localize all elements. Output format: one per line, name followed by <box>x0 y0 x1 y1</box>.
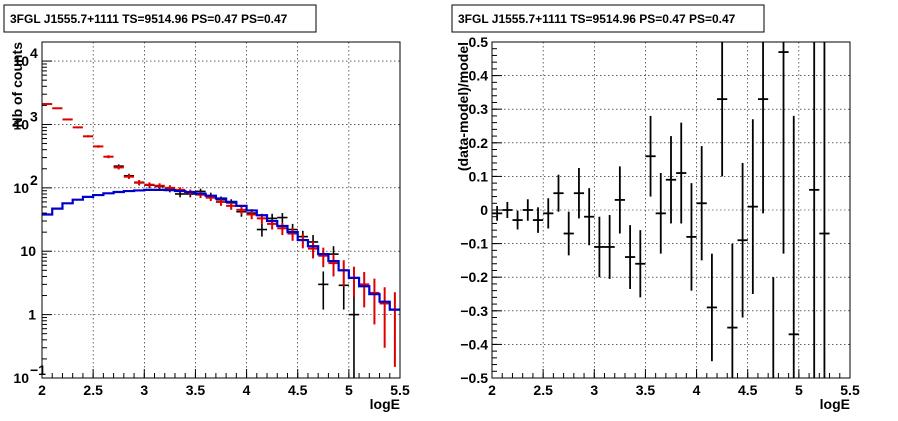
left-x-tick-label: 5.5 <box>390 382 410 398</box>
left-y-tick-label: 10 <box>13 116 29 132</box>
right-title-box: 3FGL J1555.7+1111 TS=9514.96 PS=0.47 PS=… <box>451 4 765 33</box>
left-y-tick-exponent: −1 <box>30 362 46 378</box>
right-x-tick-label: 3 <box>590 382 598 398</box>
left-x-tick-label: 5 <box>345 382 353 398</box>
right-x-tick-label: 4 <box>693 382 701 398</box>
right-x-tick-label: 2.5 <box>533 382 553 398</box>
left-plot-frame <box>41 41 401 379</box>
left-y-axis-title: Nb of counts <box>9 42 25 128</box>
left-plot-area <box>42 103 400 378</box>
left-y-tick-exponent: 4 <box>30 45 38 61</box>
left-x-tick-label: 4.5 <box>288 382 308 398</box>
left-ticks <box>41 41 401 379</box>
right-x-tick-label: 5 <box>795 382 803 398</box>
right-y-axis-title: (data-model)/model <box>455 42 471 171</box>
left-y-tick-label: 10 <box>20 243 36 259</box>
right-x-axis-title: logE <box>820 396 850 412</box>
right-y-tick-label: 0.2 <box>469 135 489 151</box>
left-x-tick-label: 2.5 <box>83 382 103 398</box>
right-y-tick-label: −0.5 <box>460 370 488 386</box>
right-y-tick-label: 0.1 <box>469 168 489 184</box>
left-grid <box>42 42 400 378</box>
right-y-tick-label: 0.5 <box>469 34 489 50</box>
right-title: 3FGL J1555.7+1111 TS=9514.96 PS=0.47 PS=… <box>458 12 736 26</box>
left-title-box: 3FGL J1555.7+1111 TS=9514.96 PS=0.47 PS=… <box>3 4 317 33</box>
right-y-tick-label: −0.1 <box>460 236 488 252</box>
left-x-tick-label: 3.5 <box>186 382 206 398</box>
right-x-tick-label: 4.5 <box>738 382 758 398</box>
model-source-line <box>42 188 400 311</box>
left-y-tick-label: 10 <box>13 53 29 69</box>
right-y-tick-label: −0.2 <box>460 269 488 285</box>
left-y-tick-label: 10 <box>13 180 29 196</box>
left-x-axis-title: logE <box>370 396 400 412</box>
left-title: 3FGL J1555.7+1111 TS=9514.96 PS=0.47 PS=… <box>10 12 288 26</box>
right-axis-labels: 2 2.5 3 3.5 4 4.5 5 5.5 −0.5 −0.4 −0.3 −0.2 −0.1 0 0.1… <box>460 34 860 398</box>
right-x-tick-label: 2 <box>488 382 496 398</box>
left-y-tick-label: 10 <box>13 370 29 386</box>
left-x-tick-label: 2 <box>38 382 46 398</box>
right-x-tick-label: 5.5 <box>840 382 860 398</box>
left-x-tick-label: 4 <box>243 382 251 398</box>
right-grid <box>492 42 850 378</box>
right-y-tick-label: 0.3 <box>469 101 489 117</box>
right-plot-frame <box>491 41 851 379</box>
left-y-tick-exponent: 3 <box>30 108 38 124</box>
left-x-tick-label: 3 <box>140 382 148 398</box>
right-y-tick-label: −0.3 <box>460 303 488 319</box>
right-y-tick-label: 0.4 <box>469 68 489 84</box>
right-ticks <box>491 41 851 379</box>
right-y-tick-label: 0 <box>480 202 488 218</box>
left-y-tick-exponent: 2 <box>30 172 38 188</box>
left-y-tick-label: 1 <box>28 307 36 323</box>
right-plot-area <box>492 42 830 378</box>
right-x-tick-label: 3.5 <box>636 382 656 398</box>
right-y-tick-label: −0.4 <box>460 336 488 352</box>
